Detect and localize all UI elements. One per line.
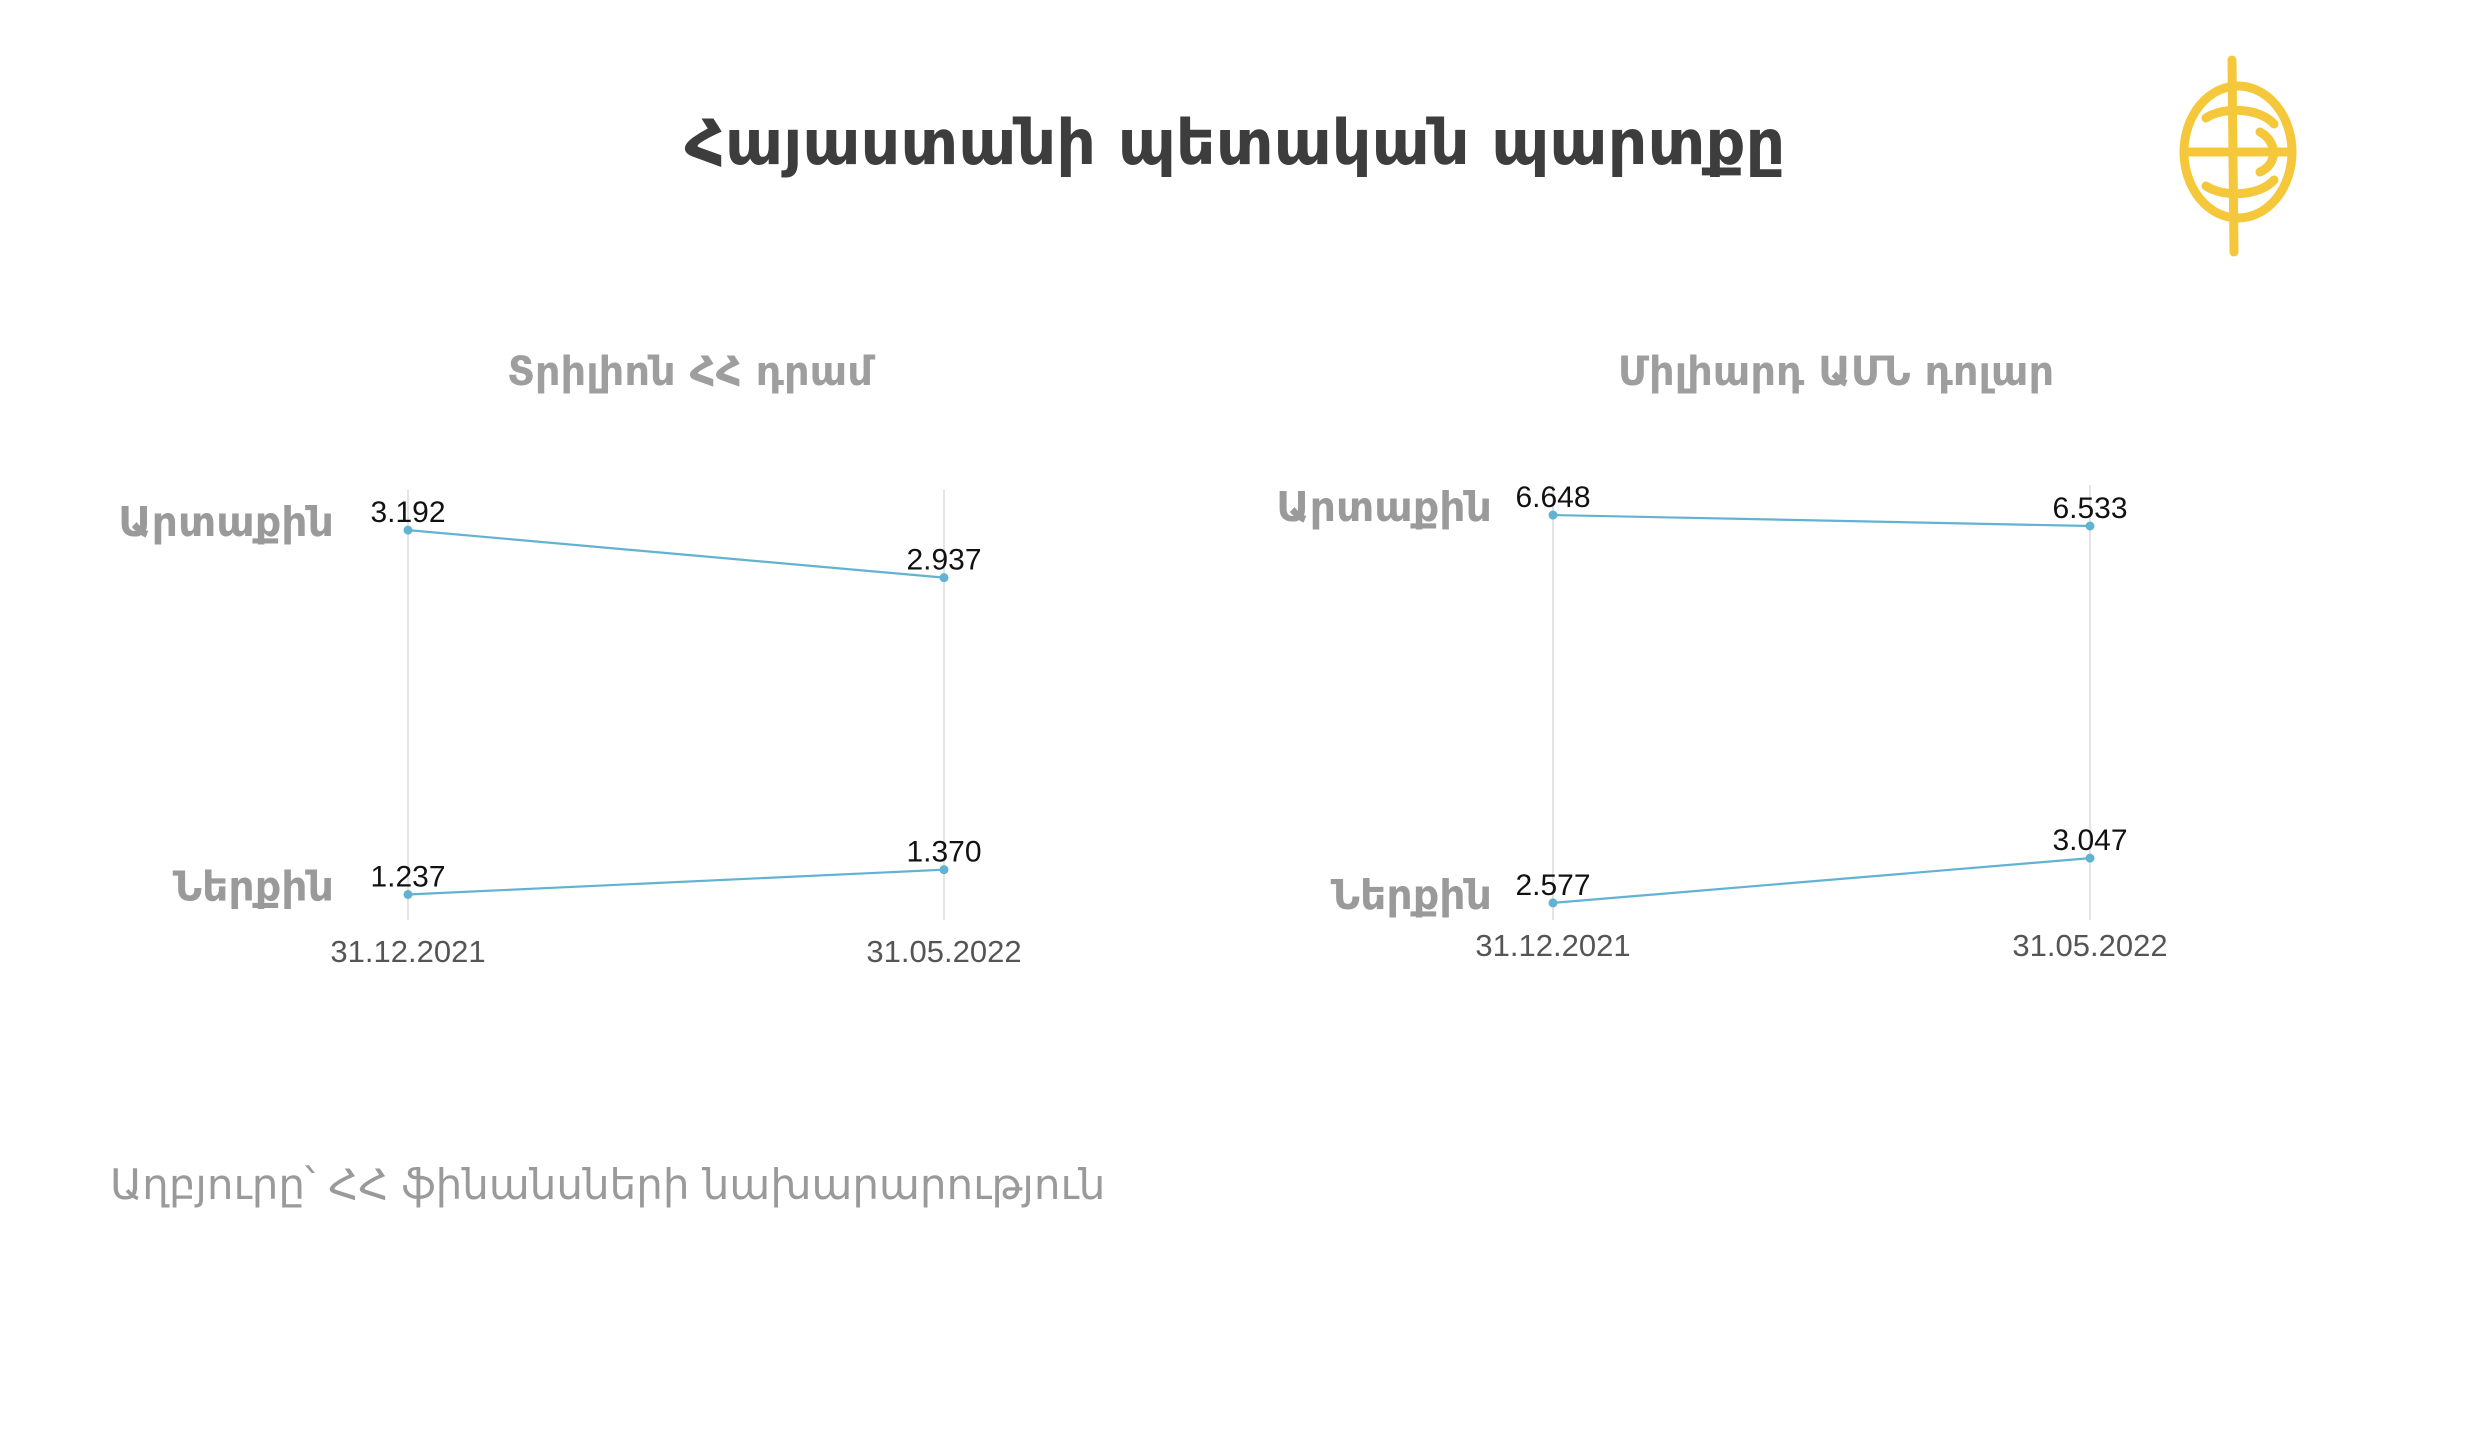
data-point <box>403 889 413 899</box>
series-label: Արտաքին <box>118 498 334 546</box>
data-point <box>403 525 413 535</box>
series-line <box>407 529 945 579</box>
x-tick-label: 31.12.2021 <box>330 934 485 969</box>
logo-icon <box>2179 55 2297 257</box>
data-point <box>1548 898 1558 908</box>
data-point <box>939 573 949 583</box>
chart-title: Միլիարդ ԱՄՆ դոլար <box>1618 349 2054 395</box>
series-label: Ներքին <box>1331 871 1492 919</box>
data-label: 3.047 <box>2052 824 2127 857</box>
series-label: Արտաքին <box>1276 483 1492 531</box>
page-title: Հայաստանի պետական պարտքը <box>684 106 1786 179</box>
data-label: 2.937 <box>906 544 981 577</box>
x-tick-label: 31.05.2022 <box>866 934 1021 969</box>
data-point <box>939 865 949 875</box>
series-label: Ներքին <box>173 862 334 910</box>
chart-title: Տրիլիոն ՀՀ դրամ <box>507 349 875 395</box>
x-tick-label: 31.05.2022 <box>2012 928 2167 963</box>
data-label: 6.648 <box>1515 481 1590 514</box>
data-label: 6.533 <box>2052 492 2127 525</box>
series-line <box>1552 513 2091 528</box>
source-note: Աղբյուրը՝ ՀՀ ֆինանսների նախարարություն <box>110 1160 1106 1209</box>
data-label: 3.192 <box>370 496 445 529</box>
data-label: 1.370 <box>906 836 981 869</box>
chart-usd-billion: Միլիարդ ԱՄՆ դոլար 31.12.2021 31.05.2022 6.6… <box>1276 349 2167 963</box>
data-point <box>2085 521 2095 531</box>
data-label: 1.237 <box>370 860 445 893</box>
data-label: 2.577 <box>1515 869 1590 902</box>
data-point <box>1548 510 1558 520</box>
series-line <box>1552 857 2091 904</box>
chart-amd-trillion: Տրիլիոն ՀՀ դրամ 31.12.2021 31.05.2022 3.192… <box>118 349 1021 969</box>
x-tick-label: 31.12.2021 <box>1475 928 1630 963</box>
series-line <box>407 868 945 896</box>
data-point <box>2085 853 2095 863</box>
